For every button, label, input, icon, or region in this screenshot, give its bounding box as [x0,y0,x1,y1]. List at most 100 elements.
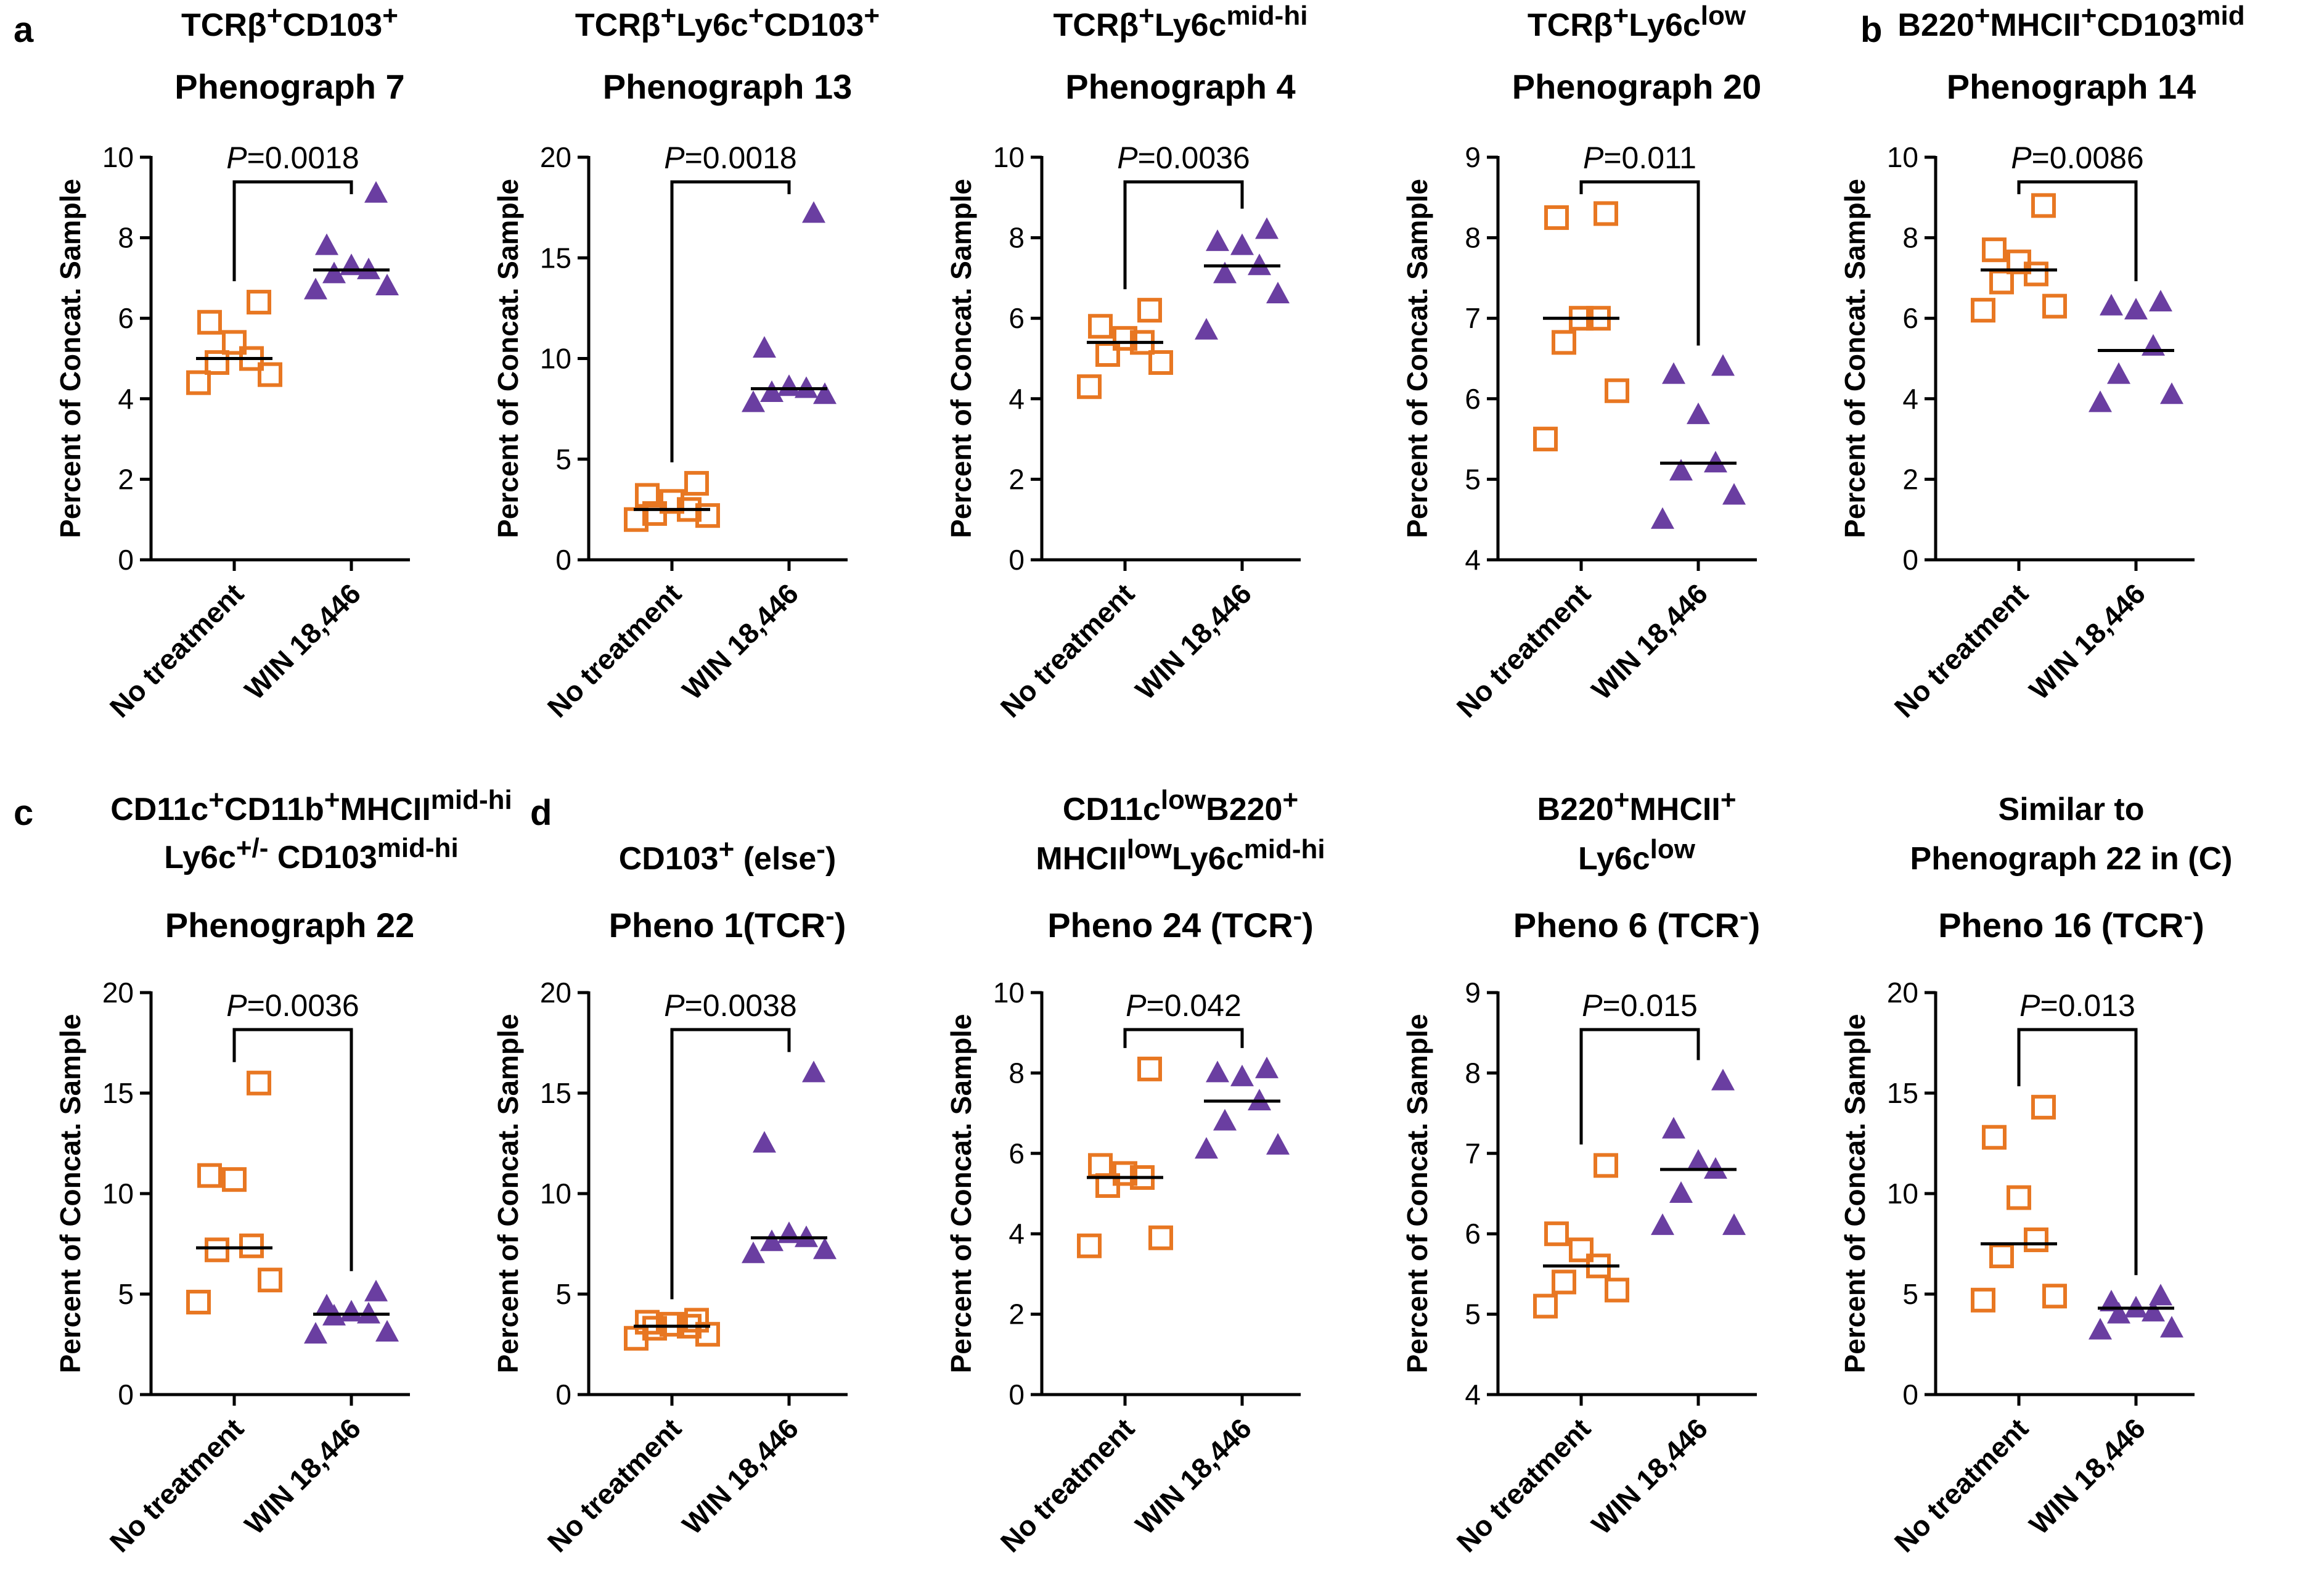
data-point-win [340,1300,363,1322]
p-value: P=0.013 [2019,988,2135,1023]
title-superscript: + [2081,1,2097,31]
p-symbol: P [1582,988,1603,1023]
title-superscript: + [208,785,224,815]
y-tick-label: 20 [540,977,571,1009]
chart-title: TCRβ+CD103+ [181,1,398,43]
chart-subtitle: Phenograph 4 [1065,67,1295,106]
data-point-no-treatment [642,1316,667,1341]
data-point-win [1230,233,1254,255]
y-tick-label: 10 [1887,1178,1918,1210]
x-category-label: WIN 18,446 [1129,577,1258,706]
title-segment: CD103 [764,7,864,43]
data-point-win [1722,1213,1746,1236]
p-number: =0.0018 [685,141,797,175]
data-point-no-treatment [1569,1237,1594,1263]
data-point-no-treatment [1989,269,2014,295]
y-tick-label: 6 [1902,302,1918,334]
y-tick-label: 10 [1887,141,1918,173]
data-point-no-treatment [1113,326,1137,351]
data-point-win [2100,1290,2123,1312]
x-category-label: WIN 18,446 [676,577,805,706]
chart-subtitle: Phenograph 7 [174,67,404,106]
p-number: =0.015 [1603,988,1698,1023]
data-point-win [777,1221,801,1244]
data-point-no-treatment [1594,1153,1618,1178]
title-segment: MHCII [1629,792,1720,827]
p-value: P=0.0036 [1117,141,1250,175]
y-tick-label: 0 [1009,544,1025,576]
data-point-win [1266,282,1290,304]
data-point-no-treatment [1552,330,1576,355]
y-tick-label: 8 [1902,222,1918,254]
y-tick-label: 5 [1902,1278,1918,1310]
data-point-no-treatment [1594,201,1618,226]
data-point-no-treatment [1971,298,1995,323]
title-segment: CD11c [1063,792,1161,827]
data-point-win [1662,1117,1685,1139]
data-point-no-treatment [660,489,684,514]
data-point-no-treatment [1982,1125,2007,1150]
title-superscript: low [1650,834,1696,864]
p-symbol: P [2011,141,2032,175]
data-point-no-treatment [1113,1161,1137,1186]
y-tick-label: 15 [540,1077,571,1109]
data-point-win [1206,229,1229,252]
chart-title: Ly6c+/- CD103mid-hi [164,833,458,875]
chart-subtitle: Pheno 6 (TCR-) [1513,901,1760,945]
chart-title: TCRβ+Ly6clow [1528,1,1746,43]
data-point-win [742,1241,765,1263]
title-superscript: + [1974,1,1991,31]
data-point-no-treatment [1088,1153,1113,1178]
y-axis-label: Percent of Concat. Sample [54,179,86,538]
p-number: =0.0086 [2032,141,2144,175]
p-number: =0.0018 [247,141,359,175]
y-tick-label: 8 [1465,1057,1481,1089]
data-point-win [760,380,784,403]
data-point-win [813,382,837,404]
data-point-no-treatment [197,1163,222,1188]
p-symbol: P [1583,141,1604,175]
data-point-win [1669,459,1693,481]
y-tick-label: 5 [555,1278,571,1310]
title-superscript: low [1127,834,1172,864]
significance-bracket [1579,180,1700,346]
title-superscript: low [1161,785,1206,815]
x-category-label: No treatment [104,1412,250,1558]
data-point-win [340,253,363,276]
x-category-label: WIN 18,446 [239,1412,367,1541]
y-tick-label: 10 [102,141,134,173]
chart-title: TCRβ+Ly6c+CD103+ [575,1,880,43]
p-symbol: P [1126,988,1147,1023]
panel-letter: d [530,793,552,833]
y-axis-label: Percent of Concat. Sample [1401,1014,1433,1374]
data-point-win [1195,1137,1218,1159]
title-segment: ) [2193,906,2204,945]
y-tick-label: 8 [118,222,134,254]
x-category-label: WIN 18,446 [1585,1412,1714,1541]
data-point-no-treatment [695,503,720,528]
data-point-no-treatment [635,483,660,508]
data-point-win [1266,1133,1290,1155]
title-segment: MHCII [1036,841,1126,877]
title-superscript: - [2183,901,2193,931]
title-segment: CD11b [224,792,324,827]
y-tick-label: 10 [993,977,1025,1009]
chart-subtitle: Phenograph 14 [1947,67,2196,106]
y-axis-label: Percent of Concat. Sample [945,179,977,538]
p-number: =0.0036 [247,988,359,1023]
panel-letter: b [1860,10,1882,50]
title-segment: ) [1302,906,1314,945]
title-superscript: + [1139,1,1155,31]
y-tick-label: 9 [1465,977,1481,1009]
significance-bracket [670,180,791,462]
data-point-no-treatment [1989,1244,2014,1269]
title-superscript: - [1740,901,1749,931]
data-point-no-treatment [1544,205,1569,230]
y-tick-label: 20 [102,977,134,1009]
title-superscript: - [816,834,825,864]
p-value: P=0.0018 [226,141,359,175]
p-value: P=0.0086 [2011,141,2144,175]
data-point-no-treatment [1605,378,1629,403]
y-tick-label: 4 [1465,1379,1481,1411]
